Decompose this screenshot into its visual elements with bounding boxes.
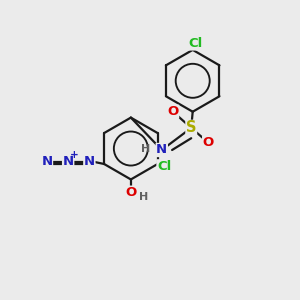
Text: N: N xyxy=(84,155,95,168)
Text: +: + xyxy=(70,150,79,160)
Text: N: N xyxy=(63,155,74,168)
Text: O: O xyxy=(125,186,136,199)
Text: N: N xyxy=(41,155,52,168)
Text: S: S xyxy=(186,120,196,135)
Text: O: O xyxy=(203,136,214,149)
Text: H: H xyxy=(139,192,148,202)
Text: O: O xyxy=(167,105,178,118)
Text: H: H xyxy=(141,144,151,154)
Text: Cl: Cl xyxy=(157,160,171,173)
Text: N: N xyxy=(156,143,167,157)
Text: Cl: Cl xyxy=(188,37,202,50)
